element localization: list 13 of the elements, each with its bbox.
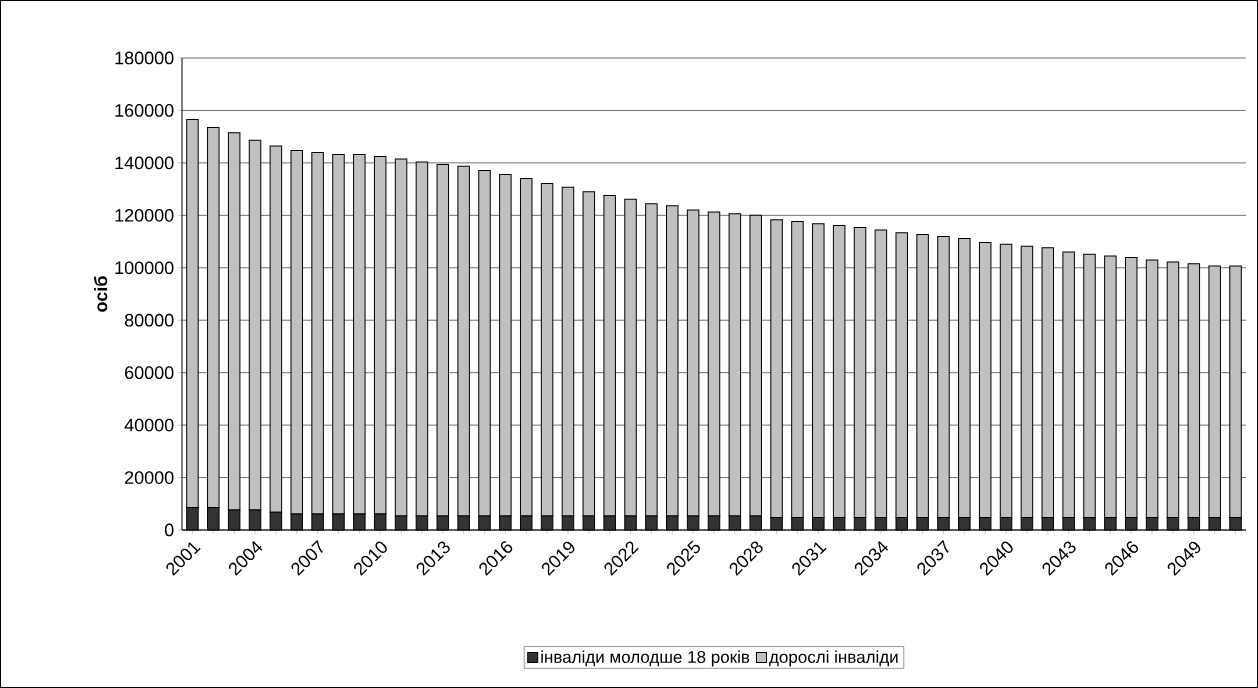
y-tick-label: 0: [164, 523, 174, 537]
y-tick-label: 120000: [115, 208, 174, 222]
y-tick-label: 180000: [115, 51, 174, 65]
y-tick-label: 160000: [115, 104, 174, 117]
y-tick-label: 20000: [125, 471, 174, 484]
y-tick-label: 60000: [125, 366, 174, 380]
legend-label: інваліди молодше 18 років: [541, 650, 750, 667]
y-tick-label: 100000: [115, 261, 174, 275]
y-tick-label: 140000: [115, 156, 174, 170]
y-tick-label: 40000: [124, 418, 174, 432]
legend-label: дорослі інваліди: [769, 650, 898, 667]
y-axis-title: осіб: [93, 276, 108, 312]
y-tick-label: 80000: [124, 313, 174, 327]
